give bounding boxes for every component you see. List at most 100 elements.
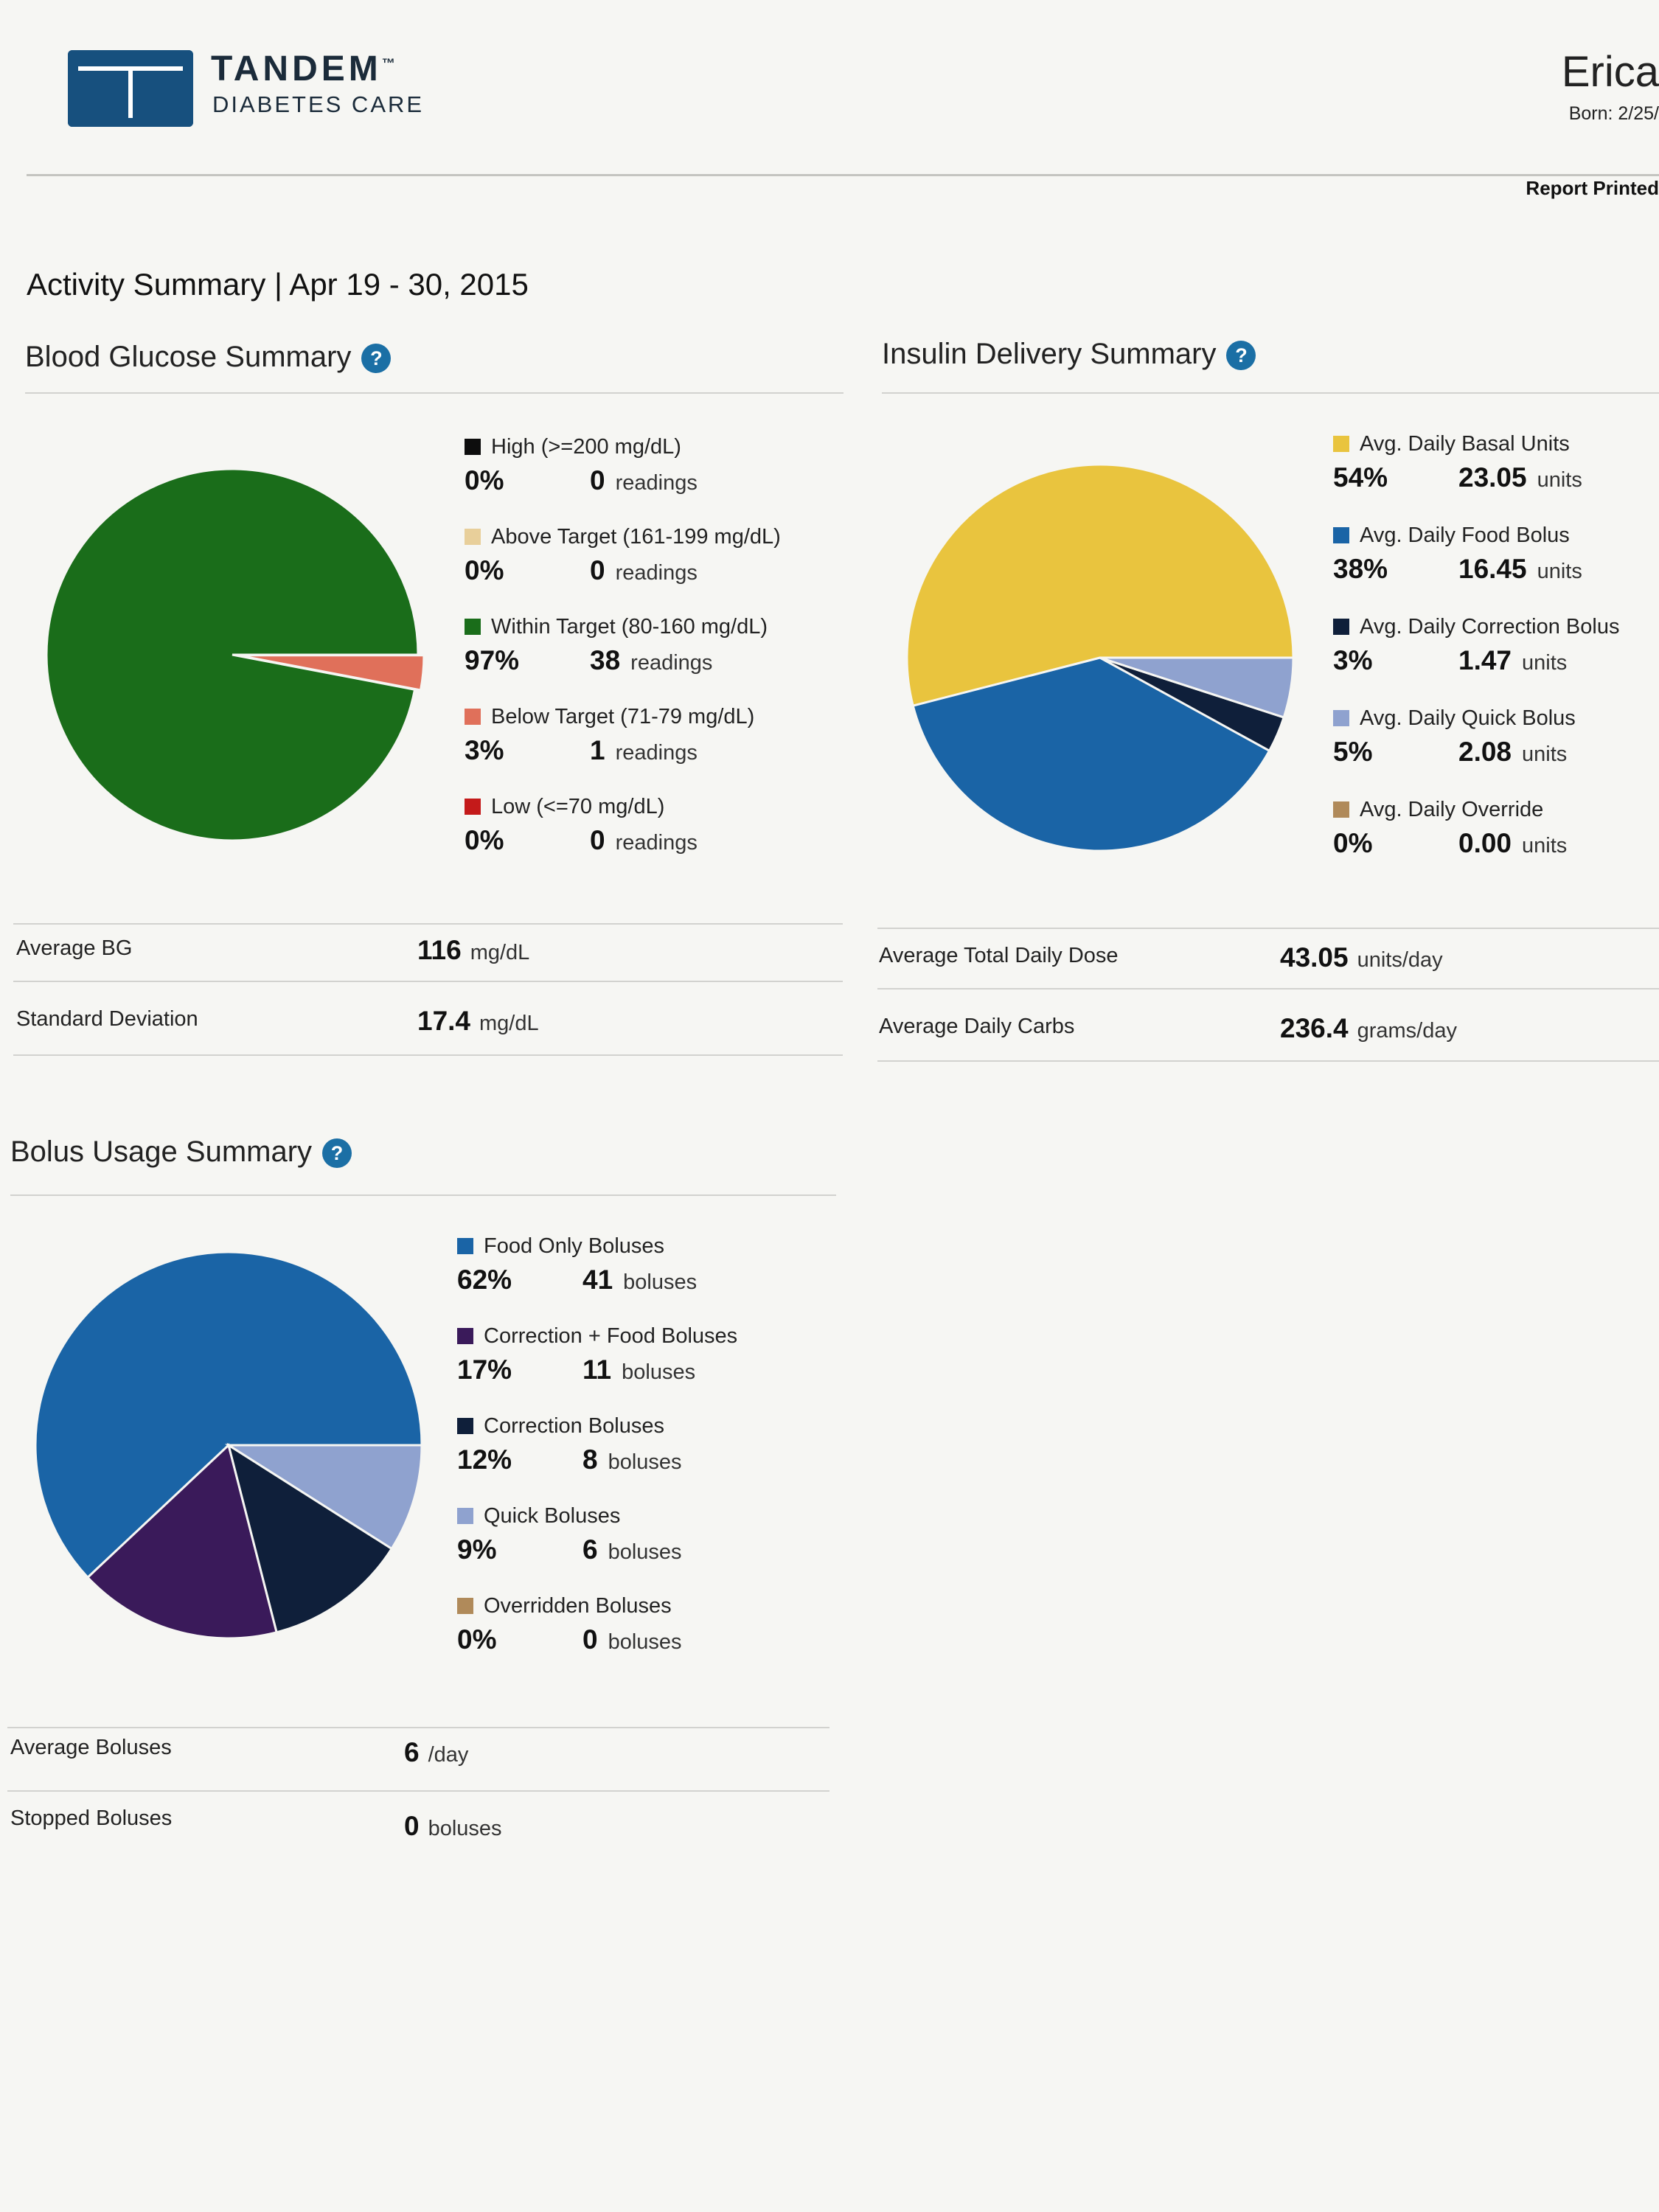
legend-swatch [465, 709, 481, 725]
legend-label: Avg. Daily Correction Bolus [1333, 615, 1619, 639]
legend-item: Avg. Daily Correction Bolus 3% 1.47 units [1333, 615, 1619, 676]
legend-percent: 54% [1333, 462, 1388, 493]
insulin-summary-title: Insulin Delivery Summary? [882, 338, 1256, 371]
pie-slice-correction-boluses [226, 1442, 394, 1634]
legend-item: Avg. Daily Basal Units 54% 23.05 units [1333, 432, 1582, 493]
help-icon[interactable]: ? [361, 344, 392, 374]
legend-label: Low (<=70 mg/dL) [465, 795, 698, 819]
legend-unit: units [1537, 468, 1582, 492]
legend-label-text: Avg. Daily Basal Units [1360, 432, 1570, 456]
bg-summary-title: Blood Glucose Summary? [25, 341, 392, 374]
insulin-stats-divider-bottom [877, 1060, 1659, 1062]
legend-values: 38% 16.45 units [1333, 554, 1582, 585]
legend-label: Within Target (80-160 mg/dL) [465, 615, 768, 639]
legend-label-text: Quick Boluses [484, 1504, 621, 1528]
legend-unit: boluses [622, 1360, 696, 1384]
help-icon[interactable]: ? [322, 1138, 352, 1169]
legend-values: 62% 41 boluses [457, 1265, 697, 1295]
legend-count: 2.08 [1458, 737, 1512, 767]
header-divider [27, 174, 1659, 176]
legend-count: 6 [582, 1534, 598, 1565]
bolus-stats-divider [7, 1790, 830, 1792]
patient-name: Erica [1561, 48, 1659, 96]
legend-label-text: Avg. Daily Correction Bolus [1360, 615, 1620, 639]
legend-values: 5% 2.08 units [1333, 737, 1576, 768]
legend-item: Correction Boluses 12% 8 boluses [457, 1414, 682, 1475]
legend-percent: 0% [1333, 828, 1373, 858]
activity-summary-title: Activity Summary | Apr 19 - 30, 2015 [27, 267, 529, 302]
legend-label: Overridden Boluses [457, 1594, 682, 1618]
avg-daily-carbs-value: 236.4 grams/day [1280, 1013, 1457, 1043]
legend-count: 1 [590, 735, 605, 765]
patient-born-date: Born: 2/25/ [1568, 103, 1659, 124]
legend-swatch [465, 529, 481, 545]
legend-unit: units [1522, 834, 1568, 858]
pie-slice-correction-food-boluses [86, 1443, 278, 1640]
legend-label-text: Correction Boluses [484, 1414, 664, 1438]
legend-swatch [457, 1598, 473, 1614]
legend-count: 1.47 [1458, 645, 1512, 675]
pie-slice-avg-daily-quick-bolus [1099, 656, 1295, 719]
legend-unit: readings [615, 471, 698, 495]
bg-pie-chart [45, 467, 425, 842]
pie-slice-avg-daily-basal-units [905, 463, 1295, 707]
stopped-boluses-value: 0 boluses [404, 1811, 502, 1841]
legend-label-text: Food Only Boluses [484, 1234, 665, 1258]
legend-count: 8 [582, 1444, 598, 1475]
legend-values: 0% 0.00 units [1333, 828, 1567, 859]
pie-slice-avg-daily-food-bolus [911, 656, 1271, 852]
insulin-stats-divider-top [877, 928, 1659, 929]
help-icon[interactable]: ? [1226, 341, 1256, 371]
legend-values: 3% 1 readings [465, 735, 754, 766]
legend-swatch [1333, 436, 1349, 452]
legend-label: High (>=200 mg/dL) [465, 435, 698, 459]
legend-count: 23.05 [1458, 462, 1527, 493]
legend-label-text: Below Target (71-79 mg/dL) [491, 705, 755, 728]
brand-subtitle: DIABETES CARE [212, 91, 425, 117]
legend-count: 0 [590, 825, 605, 855]
average-boluses-label: Average Boluses [10, 1736, 172, 1759]
legend-label: Below Target (71-79 mg/dL) [465, 705, 754, 729]
legend-values: 0% 0 readings [465, 555, 781, 586]
legend-swatch [1333, 527, 1349, 543]
legend-percent: 9% [457, 1534, 497, 1565]
legend-label: Avg. Daily Basal Units [1333, 432, 1582, 456]
legend-swatch [465, 619, 481, 635]
legend-item: Avg. Daily Quick Bolus 5% 2.08 units [1333, 706, 1576, 768]
insulin-title-divider [882, 392, 1659, 394]
legend-count: 0 [590, 465, 605, 495]
legend-unit: readings [615, 831, 698, 855]
bg-stats-divider [13, 981, 843, 982]
legend-percent: 0% [465, 465, 504, 495]
legend-count: 16.45 [1458, 554, 1527, 584]
bg-stats-divider-top [13, 923, 843, 925]
legend-percent: 38% [1333, 554, 1388, 584]
average-bg-label: Average BG [16, 936, 133, 960]
legend-label: Quick Boluses [457, 1504, 682, 1528]
legend-swatch [457, 1508, 473, 1524]
legend-unit: units [1522, 651, 1568, 675]
legend-label-text: Avg. Daily Food Bolus [1360, 524, 1570, 547]
legend-count: 38 [590, 645, 621, 675]
legend-unit: readings [630, 651, 713, 675]
legend-count: 11 [582, 1354, 612, 1385]
legend-percent: 17% [457, 1354, 512, 1385]
legend-label: Food Only Boluses [457, 1234, 697, 1259]
legend-percent: 0% [465, 555, 504, 585]
legend-unit: boluses [608, 1540, 682, 1564]
legend-item: Below Target (71-79 mg/dL) 3% 1 readings [465, 705, 754, 766]
bolus-stats-divider-top [7, 1727, 830, 1728]
legend-unit: readings [615, 741, 698, 765]
legend-label-text: Correction + Food Boluses [484, 1324, 738, 1348]
legend-count: 0.00 [1458, 828, 1512, 858]
legend-unit: boluses [608, 1630, 682, 1654]
legend-item: Overridden Boluses 0% 0 boluses [457, 1594, 682, 1655]
pie-slice-within-target-80-160-mg-dl [45, 467, 420, 842]
legend-swatch [465, 439, 481, 455]
legend-percent: 0% [457, 1624, 497, 1655]
legend-swatch [457, 1328, 473, 1344]
tandem-logo [68, 50, 193, 127]
legend-values: 12% 8 boluses [457, 1444, 682, 1475]
legend-values: 97% 38 readings [465, 645, 768, 676]
avg-total-daily-dose-value: 43.05 units/day [1280, 942, 1443, 973]
